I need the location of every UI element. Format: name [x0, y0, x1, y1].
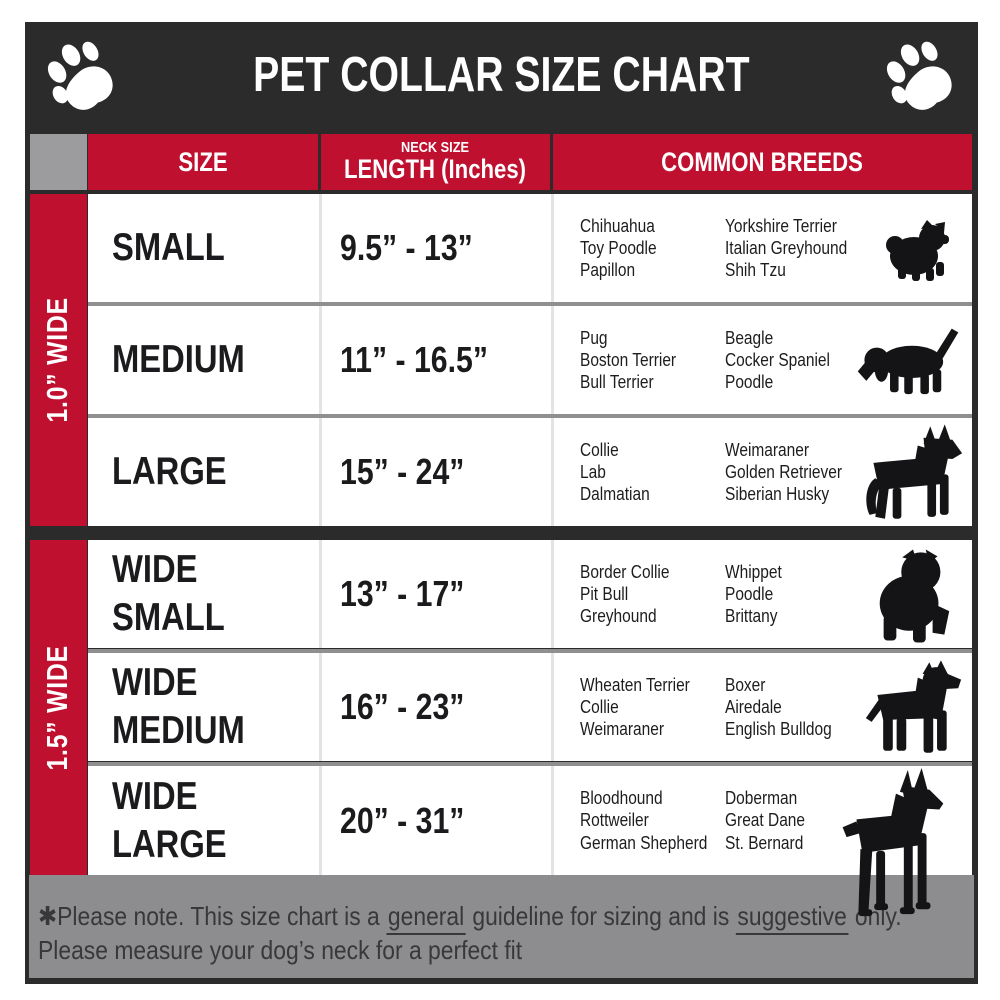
section-label: 1.0” WIDE: [42, 297, 74, 423]
column-divider: [551, 418, 554, 526]
table-row-wide-large: WIDE LARGE 20” - 31” Bloodhound Rottweile…: [88, 766, 972, 917]
footer-note-line1: ✱Please note. This size chart is a gener…: [38, 899, 902, 935]
underlined-word: general: [386, 901, 466, 935]
column-divider: [551, 653, 554, 761]
neck-size-range: 9.5” - 13”: [340, 227, 473, 268]
header-corner-spacer: [30, 134, 87, 190]
column-divider: [551, 194, 554, 302]
row-divider: [88, 649, 972, 653]
neck-size-range: 11” - 16.5”: [340, 339, 488, 380]
breed-list-col1: Wheaten Terrier Collie Weimaraner: [580, 674, 690, 740]
breed-list-col1: Pug Boston Terrier Bull Terrier: [580, 327, 677, 393]
breed-list-col2: Beagle Cocker Spaniel Poodle: [725, 327, 830, 393]
column-divider: [319, 306, 322, 414]
size-name: SMALL: [112, 226, 225, 270]
column-header-size-label: SIZE: [178, 146, 228, 177]
column-divider: [319, 540, 322, 648]
shih-tzu-silhouette-icon: [886, 220, 949, 281]
bulldog-silhouette-icon: [879, 549, 950, 643]
german-shepherd-silhouette-icon: [866, 424, 963, 519]
column-divider: [551, 306, 554, 414]
column-divider: [319, 194, 322, 302]
page-title: PET COLLAR SIZE CHART: [253, 48, 750, 102]
section-bar-1-inch-wide: 1.0” WIDE: [30, 194, 87, 526]
column-divider: [319, 418, 322, 526]
footer-note: ✱Please note. This size chart is a gener…: [29, 875, 974, 978]
table-row-medium: MEDIUM 11” - 16.5” Pug Boston Terrier Bu…: [88, 306, 972, 414]
breed-list-col2: Doberman Great Dane St. Bernard: [725, 788, 806, 853]
underlined-word: suggestive: [735, 901, 849, 935]
footer-note-text: ✱Please note. This size chart is a gener…: [38, 899, 902, 968]
breed-list-col2: Weimaraner Golden Retriever Siberian Hus…: [725, 439, 843, 505]
pit-bull-silhouette-icon: [865, 660, 962, 753]
neck-size-range: 13” - 17”: [340, 573, 465, 614]
breed-list-col2: Yorkshire Terrier Italian Greyhound Shih…: [725, 215, 848, 281]
neck-size-range: 16” - 23”: [340, 686, 465, 727]
pet-collar-size-chart: PET COLLAR SIZE CHART SIZE NECK SIZE LEN…: [25, 22, 978, 984]
column-divider: [551, 766, 554, 875]
size-name: LARGE: [112, 450, 227, 494]
banner: PET COLLAR SIZE CHART: [25, 22, 978, 128]
doberman-silhouette-icon: [842, 768, 944, 917]
paw-icon: [886, 41, 952, 110]
size-name: WIDE LARGE: [112, 774, 227, 866]
breed-list-col1: Border Collie Pit Bull Greyhound: [580, 561, 670, 627]
section-label: 1.5” WIDE: [42, 644, 74, 771]
neck-size-range: 20” - 31”: [340, 799, 465, 841]
size-name: MEDIUM: [112, 338, 245, 382]
column-header-neck-size: NECK SIZE LENGTH (Inches): [321, 134, 550, 190]
footer-note-line2: Please measure your dog’s neck for a per…: [38, 935, 523, 966]
table-row-wide-small: WIDE SMALL 13” - 17” Border Collie Pit Bu…: [88, 540, 972, 648]
column-divider: [319, 766, 322, 875]
column-divider: [551, 540, 554, 648]
beagle-silhouette-icon: [857, 328, 959, 395]
common-breeds-label: COMMON BREEDS: [661, 146, 864, 177]
breed-list-col2: Boxer Airedale English Bulldog: [725, 674, 832, 740]
table-row-large: LARGE 15” - 24” Collie Lab Dalmatian Wei…: [88, 418, 972, 526]
neck-size-main-label: LENGTH (Inches): [344, 154, 527, 184]
section-bar-1point5-inch-wide: 1.5” WIDE: [30, 540, 87, 875]
column-header-common-breeds: COMMON BREEDS: [553, 134, 972, 190]
size-name: WIDE SMALL: [112, 548, 225, 639]
row-divider: [88, 302, 972, 306]
breed-list-col1: Bloodhound Rottweiler German Shepherd: [580, 788, 708, 853]
breed-list-col1: Collie Lab Dalmatian: [580, 439, 650, 505]
table-row-wide-medium: WIDE MEDIUM 16” - 23” Wheaten Terrier Col…: [88, 653, 972, 761]
column-header-size: SIZE: [88, 134, 318, 190]
row-divider: [88, 762, 972, 766]
neck-size-sublabel: NECK SIZE: [401, 139, 470, 156]
breed-list-col1: Chihuahua Toy Poodle Papillon: [580, 215, 657, 281]
paw-icon: [47, 41, 113, 110]
size-name: WIDE MEDIUM: [112, 661, 245, 752]
column-divider: [319, 653, 322, 761]
row-divider: [88, 414, 972, 418]
table-row-small: SMALL 9.5” - 13” Chihuahua Toy Poodle Pa…: [88, 194, 972, 302]
breed-list-col2: Whippet Poodle Brittany: [725, 561, 782, 627]
neck-size-range: 15” - 24”: [340, 451, 465, 492]
